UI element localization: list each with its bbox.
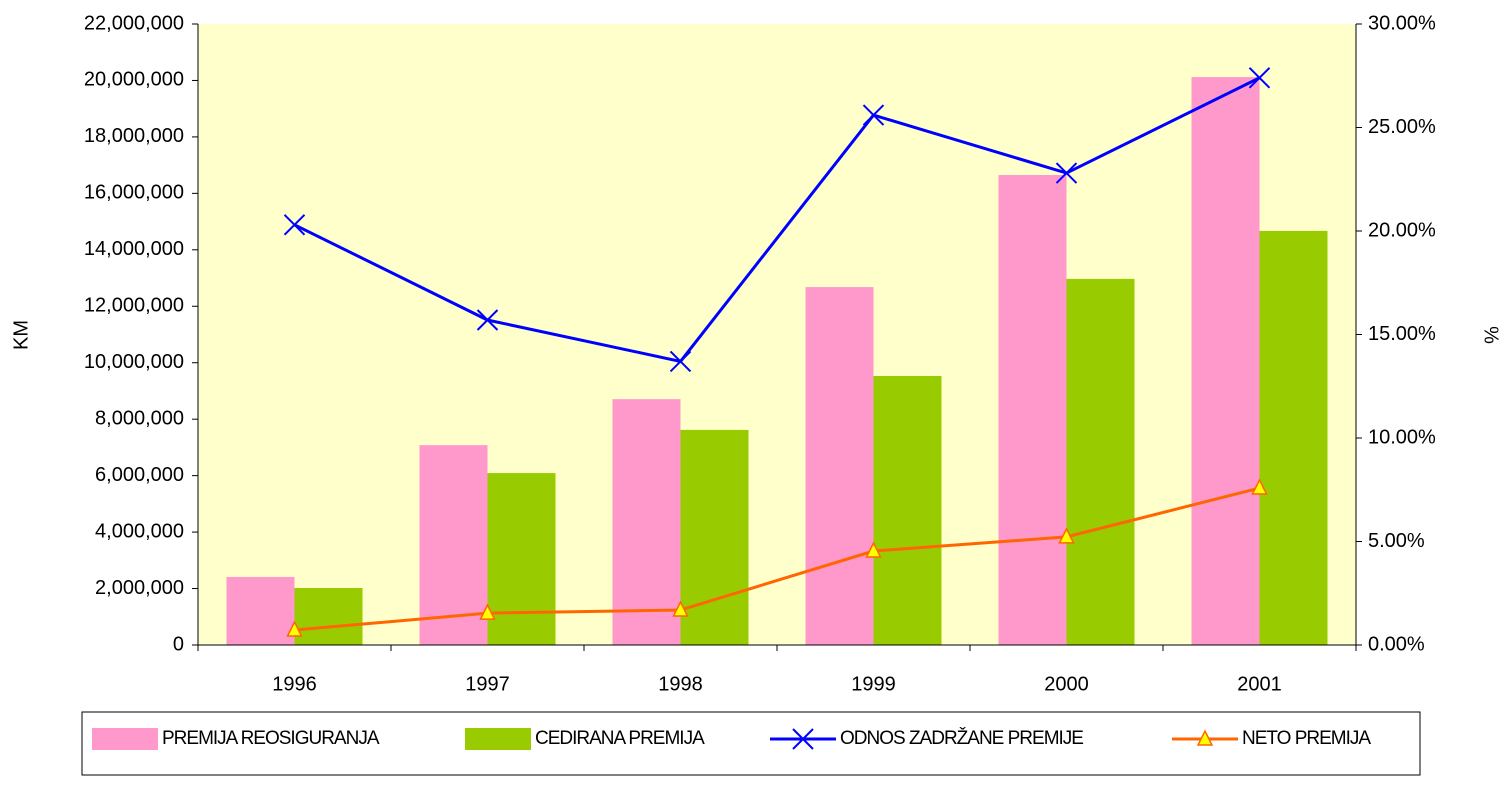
bar	[612, 399, 681, 645]
bar	[419, 445, 488, 645]
y-tick-label: 8,000,000	[95, 407, 184, 429]
y-tick-label: 12,000,000	[84, 295, 184, 317]
y-tick-label: 0	[173, 633, 184, 655]
bar	[998, 175, 1067, 645]
x-tick-label: 2001	[1237, 673, 1282, 695]
line	[293, 76, 1261, 364]
y2-tick-label: 0.00%	[1368, 633, 1425, 655]
marker	[672, 600, 689, 617]
y-tick-label: 2,000,000	[95, 577, 184, 599]
y2-tick-label: 20.00%	[1368, 219, 1436, 241]
y2-tick-label: 10.00%	[1368, 426, 1436, 448]
marker-x	[792, 728, 814, 750]
marker	[286, 620, 303, 637]
y-axis-title: KM	[10, 320, 32, 350]
bar	[1191, 77, 1260, 646]
marker	[1251, 478, 1268, 495]
y2-tick-label: 5.00%	[1368, 530, 1425, 552]
y-tick-label: 4,000,000	[95, 520, 184, 542]
legend-label: ODNOS ZADRŽANE PREMIJE	[840, 727, 1083, 749]
marker	[283, 214, 306, 236]
x-tick-label: 1999	[851, 673, 896, 695]
y2-tick-label: 25.00%	[1368, 116, 1436, 138]
marker	[1248, 67, 1271, 89]
y-tick-label: 16,000,000	[84, 182, 184, 204]
y2-axis-title: %	[1480, 326, 1502, 344]
bar	[805, 287, 874, 645]
bar	[1259, 230, 1328, 645]
x-tick-label: 2000	[1044, 673, 1089, 695]
line	[294, 486, 1260, 632]
marker	[669, 350, 692, 373]
legend-swatch	[92, 728, 158, 750]
marker	[865, 541, 882, 558]
marker-x	[1248, 67, 1271, 89]
marker	[479, 603, 496, 620]
legend-marker	[1196, 729, 1214, 746]
y-tick-label: 22,000,000	[84, 12, 184, 34]
legend: PREMIJA REOSIGURANJA CEDIRANA PREMIJA ODNO…	[92, 727, 1372, 750]
marker	[1055, 162, 1078, 184]
marker-x	[862, 104, 885, 126]
legend-label: NETO PREMIJA	[1242, 728, 1371, 749]
marker-x	[476, 309, 499, 331]
legend-label: PREMIJA REOSIGURANJA	[162, 728, 380, 749]
bar	[680, 429, 749, 645]
bar	[487, 473, 556, 645]
bar	[1066, 278, 1135, 645]
legend-box	[81, 711, 1421, 776]
y-tick-label: 14,000,000	[84, 238, 184, 260]
y-tick-label: 6,000,000	[95, 464, 184, 486]
bar	[294, 587, 363, 645]
marker	[476, 309, 499, 331]
marker	[862, 104, 885, 126]
y-tick-label: 20,000,000	[84, 69, 184, 91]
marker-x	[1055, 162, 1078, 184]
bar	[226, 576, 295, 645]
plot-area	[198, 24, 1356, 645]
marker-x	[669, 350, 692, 373]
y-tick-label: 10,000,000	[84, 351, 184, 373]
x-tick-label: 1996	[272, 673, 317, 695]
y2-tick-label: 15.00%	[1368, 323, 1436, 345]
marker-x	[283, 214, 306, 236]
x-tick-label: 1998	[658, 673, 703, 695]
x-tick-label: 1997	[465, 673, 510, 695]
legend-swatch	[465, 728, 531, 750]
legend-marker	[792, 728, 814, 750]
bar	[873, 375, 942, 645]
legend-label: CEDIRANA PREMIJA	[535, 728, 705, 749]
y2-tick-label: 30.00%	[1368, 12, 1436, 34]
marker	[1058, 527, 1075, 544]
y-tick-label: 18,000,000	[84, 125, 184, 147]
